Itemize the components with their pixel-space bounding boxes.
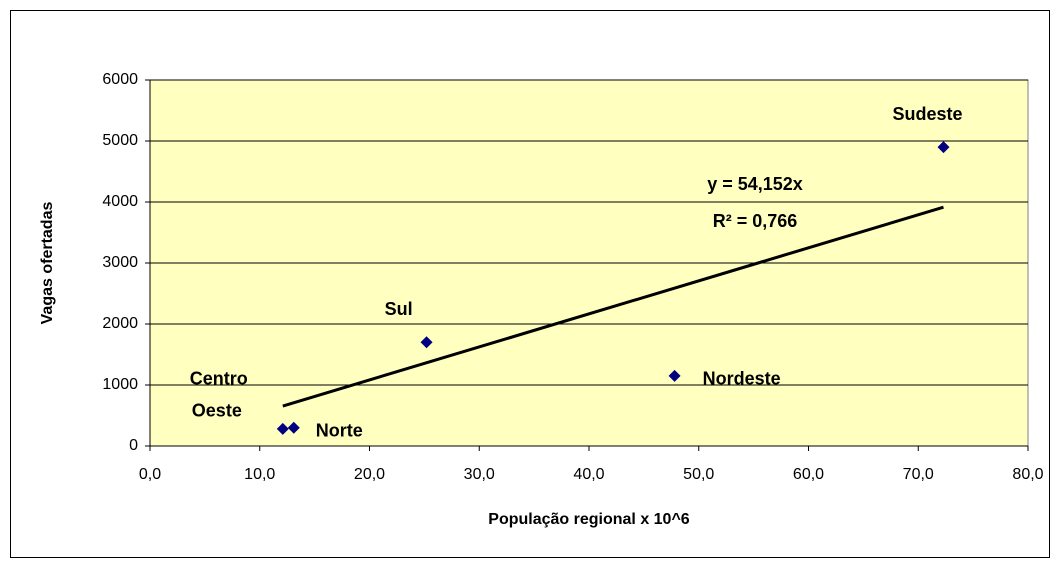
x-tick-label: 50,0 bbox=[683, 466, 714, 483]
point-label: Sudeste bbox=[892, 104, 962, 124]
point-label: Sul bbox=[385, 299, 413, 319]
data-point bbox=[287, 421, 300, 434]
point-label: Oeste bbox=[192, 401, 242, 421]
x-tick-label: 80,0 bbox=[1012, 466, 1043, 483]
y-tick-label: 2000 bbox=[102, 315, 138, 332]
point-label: Nordeste bbox=[703, 369, 781, 389]
data-point bbox=[937, 141, 950, 154]
point-label: Centro bbox=[190, 369, 248, 389]
y-tick-label: 3000 bbox=[102, 254, 138, 271]
x-tick-label: 0,0 bbox=[139, 466, 161, 483]
x-axis-label: População regional x 10^6 bbox=[488, 511, 690, 528]
y-tick-label: 6000 bbox=[102, 71, 138, 88]
y-tick-label: 0 bbox=[129, 437, 138, 454]
y-tick-label: 4000 bbox=[102, 193, 138, 210]
trendline-equation: y = 54,152x bbox=[707, 174, 803, 194]
data-point bbox=[420, 336, 433, 349]
y-tick-label: 5000 bbox=[102, 132, 138, 149]
trendline-r-squared: R² = 0,766 bbox=[713, 211, 798, 231]
data-point bbox=[276, 422, 289, 435]
y-tick-label: 1000 bbox=[102, 376, 138, 393]
x-tick-label: 10,0 bbox=[244, 466, 275, 483]
x-tick-label: 70,0 bbox=[903, 466, 934, 483]
x-tick-label: 40,0 bbox=[573, 466, 604, 483]
x-tick-label: 20,0 bbox=[354, 466, 385, 483]
trendline bbox=[282, 205, 944, 408]
y-axis-label: Vagas ofertadas bbox=[39, 202, 56, 325]
point-label: Norte bbox=[316, 420, 363, 440]
data-point bbox=[668, 369, 681, 382]
x-tick-label: 30,0 bbox=[464, 466, 495, 483]
x-tick-label: 60,0 bbox=[793, 466, 824, 483]
